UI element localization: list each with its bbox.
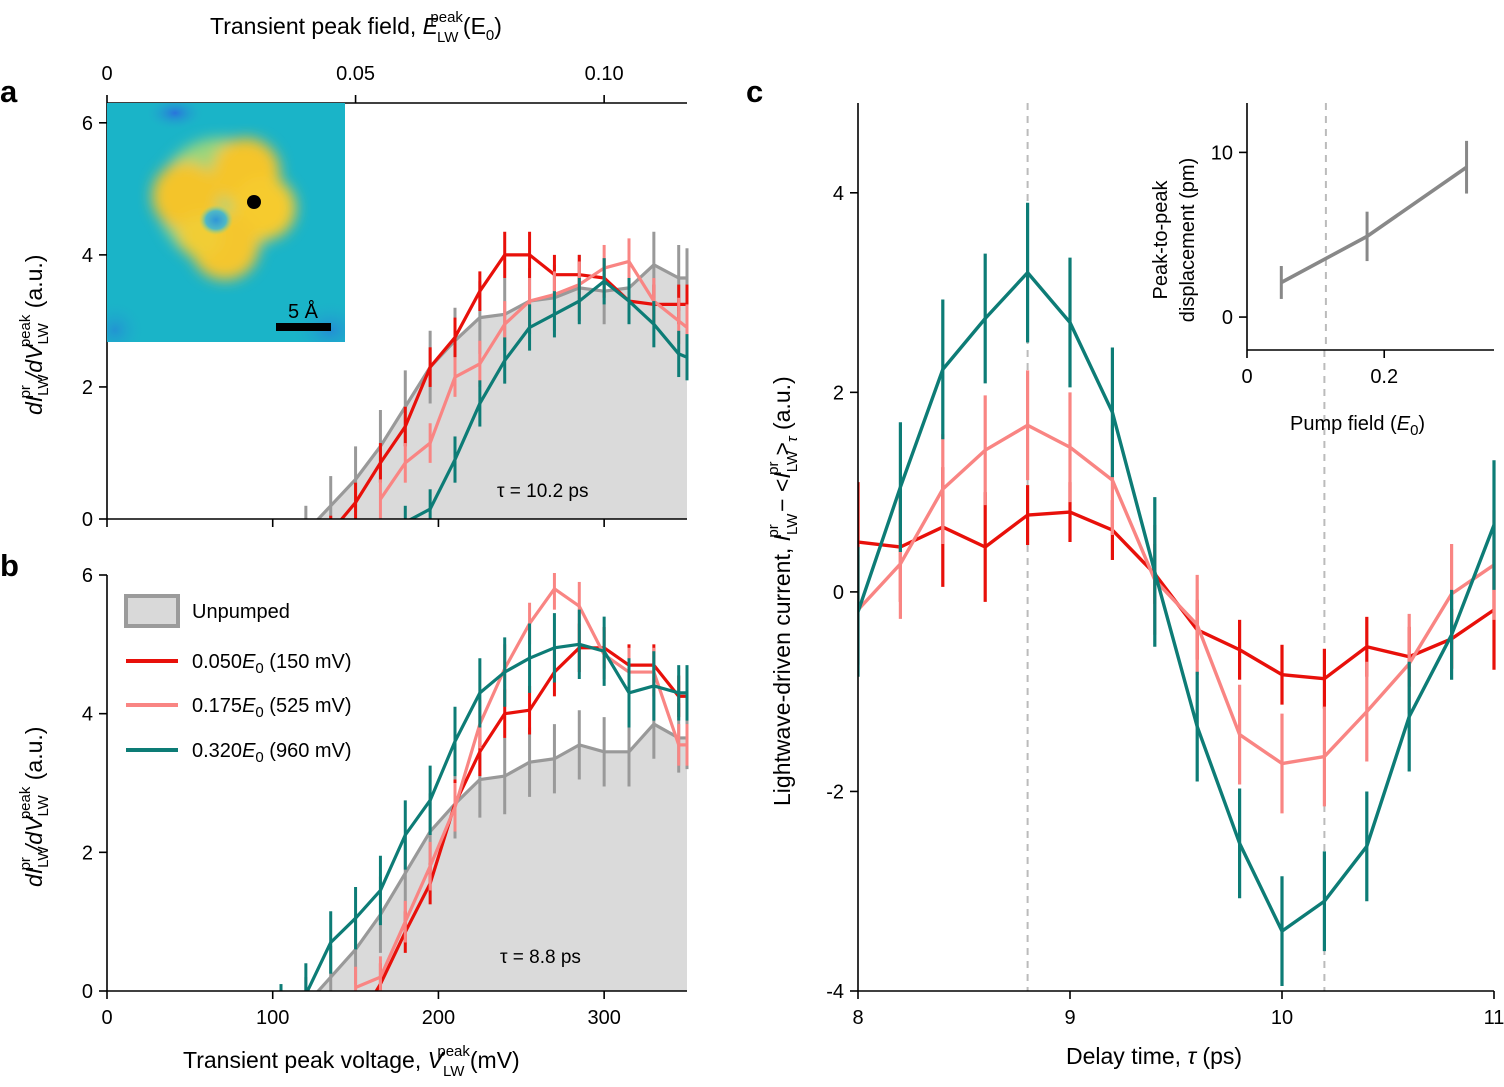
legend-label-150mv: 0.050E0 (150 mV): [192, 651, 352, 677]
panel-c-inset: 0 10 0 0.2: [1211, 103, 1494, 388]
top-axis-tick-label: 0.05: [336, 63, 375, 85]
x-axis-label-c: Delay time, τ (ps): [1066, 1043, 1242, 1069]
panel-label-c: c: [746, 74, 763, 109]
x-tick-label-b: 200: [422, 1007, 455, 1029]
y-tick-label-c: -2: [826, 781, 844, 803]
stm-image: 5 Å: [107, 103, 345, 342]
panel-b: 0 2 4 6 0 100 200 300: [82, 565, 689, 1029]
y-tick-label-a: 4: [82, 245, 93, 267]
series-line-b-s960: [305, 642, 687, 991]
y-tick-label-c: -4: [826, 981, 844, 1003]
plot-area-c-inset: [1279, 103, 1469, 350]
y-tick-label-b: 2: [82, 842, 93, 864]
scale-bar: [276, 323, 331, 331]
y-axis-label-c: Lightwave-driven current, ILWpr − <ILWpr…: [765, 376, 801, 806]
plot-area-a: [281, 231, 689, 519]
y-axis-label-b: dILWpr/dVLWpeak (a.u.): [17, 727, 52, 887]
y-tick-label-a: 6: [82, 113, 93, 135]
y-tick-label-b: 6: [82, 565, 93, 587]
x-tick-label-b: 100: [256, 1007, 289, 1029]
top-axis-tick-label: 0.10: [585, 63, 624, 85]
y-tick-label-a: 2: [82, 377, 93, 399]
plot-area-b: [279, 573, 689, 991]
series-line-b-s150: [374, 646, 687, 991]
x-tick-label-c: 8: [852, 1007, 863, 1029]
y-axis-label-a: dILWpr/dVLWpeak (a.u.): [17, 255, 52, 415]
x-tick-label-c: 10: [1271, 1007, 1293, 1029]
series-line-a-s150: [339, 253, 687, 519]
scale-bar-label: 5 Å: [288, 300, 319, 323]
x-axis-label-ab: Transient peak voltage, VLWpeak(mV): [183, 1043, 520, 1080]
series-line-c-inset-inset: [1280, 165, 1468, 285]
top-axis: 0 0.05 0.10: [101, 63, 687, 104]
panel-label-a: a: [0, 74, 18, 109]
x-tick-label-b: 300: [587, 1007, 620, 1029]
legend-label-960mv: 0.320E0 (960 mV): [192, 740, 352, 766]
y-tick-label-c: 4: [833, 183, 844, 205]
series-line-c-s525: [858, 423, 1495, 766]
tip-position-marker: [247, 195, 261, 209]
x-tick-label-c: 9: [1064, 1007, 1075, 1029]
area-b-unpumped: [281, 724, 687, 991]
series-line-a-unpumped: [316, 263, 687, 519]
series-line-b-unpumped: [316, 722, 687, 991]
tau-annotation-b: τ = 8.8 ps: [500, 947, 581, 968]
series-line-c-s960: [858, 270, 1496, 933]
legend-swatch-unpumped: [124, 594, 180, 628]
y-tick-label-b: 0: [82, 981, 93, 1003]
panel-a: 0 2 4 6: [82, 103, 689, 531]
inset-y-label-line2: displacement (pm): [1177, 158, 1199, 323]
y-tick-label-c: 0: [833, 582, 844, 604]
panel-c: -4 -2 0 2 4 8 9 10 11: [826, 103, 1504, 1029]
top-axis-label: Transient peak field, ELWpeak(E0): [210, 9, 502, 46]
x-tick-label-c: 11: [1484, 1007, 1504, 1029]
legend-label-unpumped: Unpumped: [192, 601, 290, 623]
area-a-unpumped: [281, 264, 687, 519]
x-tick-label-c-inset: 0.2: [1370, 366, 1398, 388]
plot-area-c: [858, 103, 1496, 991]
legend: Unpumped 0.050E0 (150 mV) 0.175E0 (525 m…: [124, 594, 352, 766]
x-tick-label-b: 0: [101, 1007, 112, 1029]
panel-label-b: b: [0, 548, 19, 583]
inset-background: [1247, 103, 1494, 350]
series-line-a-s960: [408, 279, 688, 519]
inset-y-label-line1: Peak-to-peak: [1150, 180, 1172, 300]
y-tick-label-b: 4: [82, 704, 93, 726]
top-axis-tick-label: 0: [101, 63, 112, 85]
y-tick-label-c: 2: [833, 382, 844, 404]
inset-x-label: Pump field (E0): [1290, 413, 1425, 439]
tau-annotation-a: τ = 10.2 ps: [497, 481, 588, 502]
y-tick-label-a: 0: [82, 509, 93, 531]
series-line-a-s525: [379, 259, 688, 501]
y-tick-label-c-inset: 10: [1211, 142, 1233, 164]
y-tick-label-c-inset: 0: [1222, 307, 1233, 329]
legend-label-525mv: 0.175E0 (525 mV): [192, 695, 352, 721]
x-tick-label-c-inset: 0: [1241, 366, 1252, 388]
